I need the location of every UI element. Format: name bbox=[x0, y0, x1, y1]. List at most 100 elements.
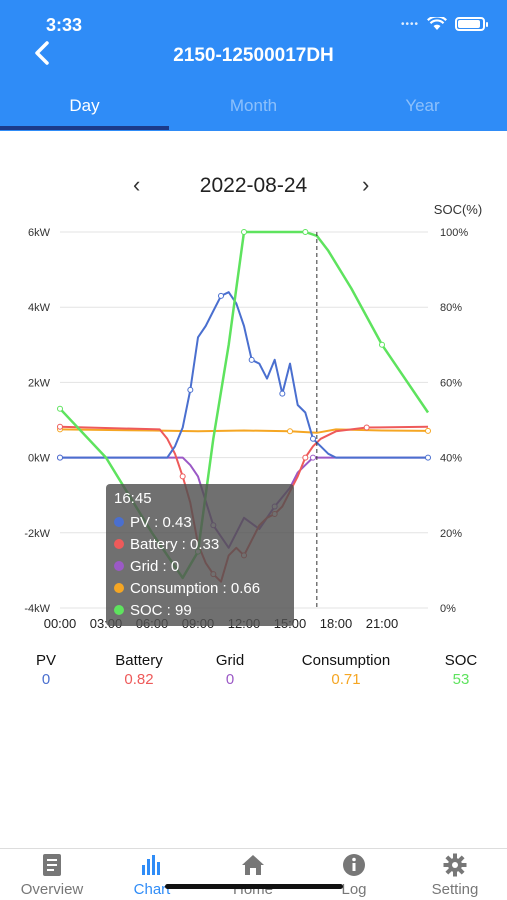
summary-label: SOC bbox=[444, 652, 478, 669]
home-indicator bbox=[165, 884, 343, 889]
status-icons: •••• bbox=[400, 17, 488, 31]
data-point-pv bbox=[425, 454, 431, 461]
home-icon bbox=[242, 855, 264, 875]
summary-label: Grid bbox=[215, 652, 245, 669]
x-tick-label: 18:00 bbox=[320, 616, 353, 631]
y-left-tick-label: -2kW bbox=[24, 528, 50, 540]
battery-dot-icon bbox=[114, 539, 124, 549]
summary-pv: PV 0 bbox=[22, 652, 70, 688]
tooltip-label: SOC : 99 bbox=[130, 601, 192, 619]
page-title: 2150-12500017DH bbox=[173, 45, 334, 66]
tabbar-chart[interactable]: Chart bbox=[102, 853, 202, 898]
tab-month[interactable]: Month bbox=[229, 96, 278, 115]
chart-icon bbox=[142, 855, 160, 875]
data-point-battery bbox=[363, 424, 370, 431]
summary-row: PV 0 Battery 0.82 Grid 0 Consumption 0.7… bbox=[0, 652, 507, 692]
date-selector: ‹ 2022-08-24 › bbox=[0, 172, 507, 202]
period-tabs: Day Month Year bbox=[0, 87, 507, 131]
data-point-battery bbox=[302, 454, 309, 461]
summary-value: 0 bbox=[41, 671, 51, 688]
y-right-tick-label: 40% bbox=[440, 453, 462, 465]
chart-tooltip: 16:45 PV : 0.43 Battery : 0.33 Grid : 0 … bbox=[106, 484, 294, 626]
data-point-pv bbox=[187, 386, 194, 393]
tooltip-label: Grid : 0 bbox=[130, 557, 180, 575]
y-right-axis-label: SOC(%) bbox=[434, 202, 482, 217]
back-icon[interactable] bbox=[28, 38, 58, 68]
summary-value: 0.71 bbox=[331, 671, 361, 688]
x-tick-label: 21:00 bbox=[366, 616, 399, 631]
tabbar-label: Chart bbox=[133, 881, 171, 898]
y-right-tick-label: 80% bbox=[440, 302, 462, 314]
pv-dot-icon bbox=[114, 517, 124, 527]
y-right-tick-label: 20% bbox=[440, 528, 462, 540]
summary-soc: SOC 53 bbox=[435, 652, 487, 688]
x-tick-label: 00:00 bbox=[44, 616, 77, 631]
data-point-consumption bbox=[425, 427, 431, 434]
tabbar-label: Overview bbox=[20, 881, 84, 898]
prev-date-button[interactable]: ‹ bbox=[133, 172, 141, 197]
tooltip-row-pv: PV : 0.43 bbox=[114, 511, 286, 533]
tabbar-label: Setting bbox=[431, 881, 479, 898]
data-point-pv bbox=[279, 390, 286, 397]
tooltip-row-grid: Grid : 0 bbox=[114, 555, 286, 577]
tooltip-row-soc: SOC : 99 bbox=[114, 599, 286, 621]
tab-indicator bbox=[0, 126, 169, 130]
tab-day[interactable]: Day bbox=[69, 96, 100, 115]
y-left-tick-label: 6kW bbox=[28, 227, 51, 239]
y-left-tick-label: 0kW bbox=[28, 453, 51, 465]
data-point-pv bbox=[310, 435, 316, 442]
tab-year[interactable]: Year bbox=[405, 96, 440, 115]
tooltip-label: Consumption : 0.66 bbox=[130, 579, 261, 597]
tooltip-row-battery: Battery : 0.33 bbox=[114, 533, 286, 555]
tabbar-label: Log bbox=[341, 881, 367, 898]
app-header: 3:33 •••• 2150-12500017DH Day Month Year bbox=[0, 0, 507, 131]
data-point-soc bbox=[379, 341, 385, 348]
y-right-tick-label: 60% bbox=[440, 377, 462, 389]
series-line-consumption bbox=[59, 428, 429, 434]
data-point-soc bbox=[302, 229, 309, 235]
tooltip-label: Battery : 0.33 bbox=[130, 535, 220, 553]
bottom-tab-bar: Overview Chart Home Log Se bbox=[0, 848, 507, 900]
tabbar-home[interactable]: Home bbox=[203, 853, 303, 898]
consumption-dot-icon bbox=[114, 583, 124, 593]
y-right-tick-label: 0% bbox=[440, 603, 456, 615]
battery-icon bbox=[455, 17, 488, 31]
data-point-battery bbox=[57, 423, 63, 430]
summary-label: Consumption bbox=[301, 652, 391, 669]
y-left-tick-label: 2kW bbox=[28, 377, 51, 389]
wifi-icon bbox=[427, 17, 447, 30]
summary-grid: Grid 0 bbox=[204, 652, 256, 688]
tabbar-overview[interactable]: Overview bbox=[2, 853, 102, 898]
tooltip-row-consumption: Consumption : 0.66 bbox=[114, 577, 286, 599]
data-point-soc bbox=[241, 229, 247, 235]
y-left-tick-label: 4kW bbox=[28, 302, 51, 314]
gear-icon bbox=[443, 853, 467, 877]
document-icon bbox=[43, 854, 61, 876]
y-left-tick-label: -4kW bbox=[24, 603, 50, 615]
tabbar-log[interactable]: Log bbox=[304, 853, 404, 898]
soc-dot-icon bbox=[114, 605, 124, 615]
tooltip-label: PV : 0.43 bbox=[130, 513, 192, 531]
signal-dots-icon: •••• bbox=[400, 18, 419, 30]
tabbar-setting[interactable]: Setting bbox=[405, 853, 505, 898]
data-point-battery bbox=[179, 473, 186, 480]
summary-value: 0 bbox=[225, 671, 235, 688]
tooltip-time: 16:45 bbox=[114, 490, 152, 507]
date-label: 2022-08-24 bbox=[199, 174, 308, 197]
summary-consumption: Consumption 0.71 bbox=[282, 652, 410, 688]
status-time: 3:33 bbox=[46, 15, 83, 35]
data-point-pv bbox=[248, 356, 255, 363]
data-point-pv bbox=[57, 454, 63, 461]
summary-label: PV bbox=[35, 652, 56, 669]
next-date-button[interactable]: › bbox=[362, 172, 370, 197]
data-point-grid bbox=[310, 454, 316, 461]
summary-battery: Battery 0.82 bbox=[100, 652, 178, 688]
grid-dot-icon bbox=[114, 561, 124, 571]
summary-label: Battery bbox=[115, 652, 163, 669]
info-icon bbox=[343, 854, 365, 876]
summary-value: 53 bbox=[452, 671, 470, 688]
summary-value: 0.82 bbox=[124, 671, 154, 688]
series-line-pv bbox=[60, 291, 428, 459]
data-point-soc bbox=[57, 405, 63, 412]
y-right-tick-label: 100% bbox=[440, 227, 468, 239]
